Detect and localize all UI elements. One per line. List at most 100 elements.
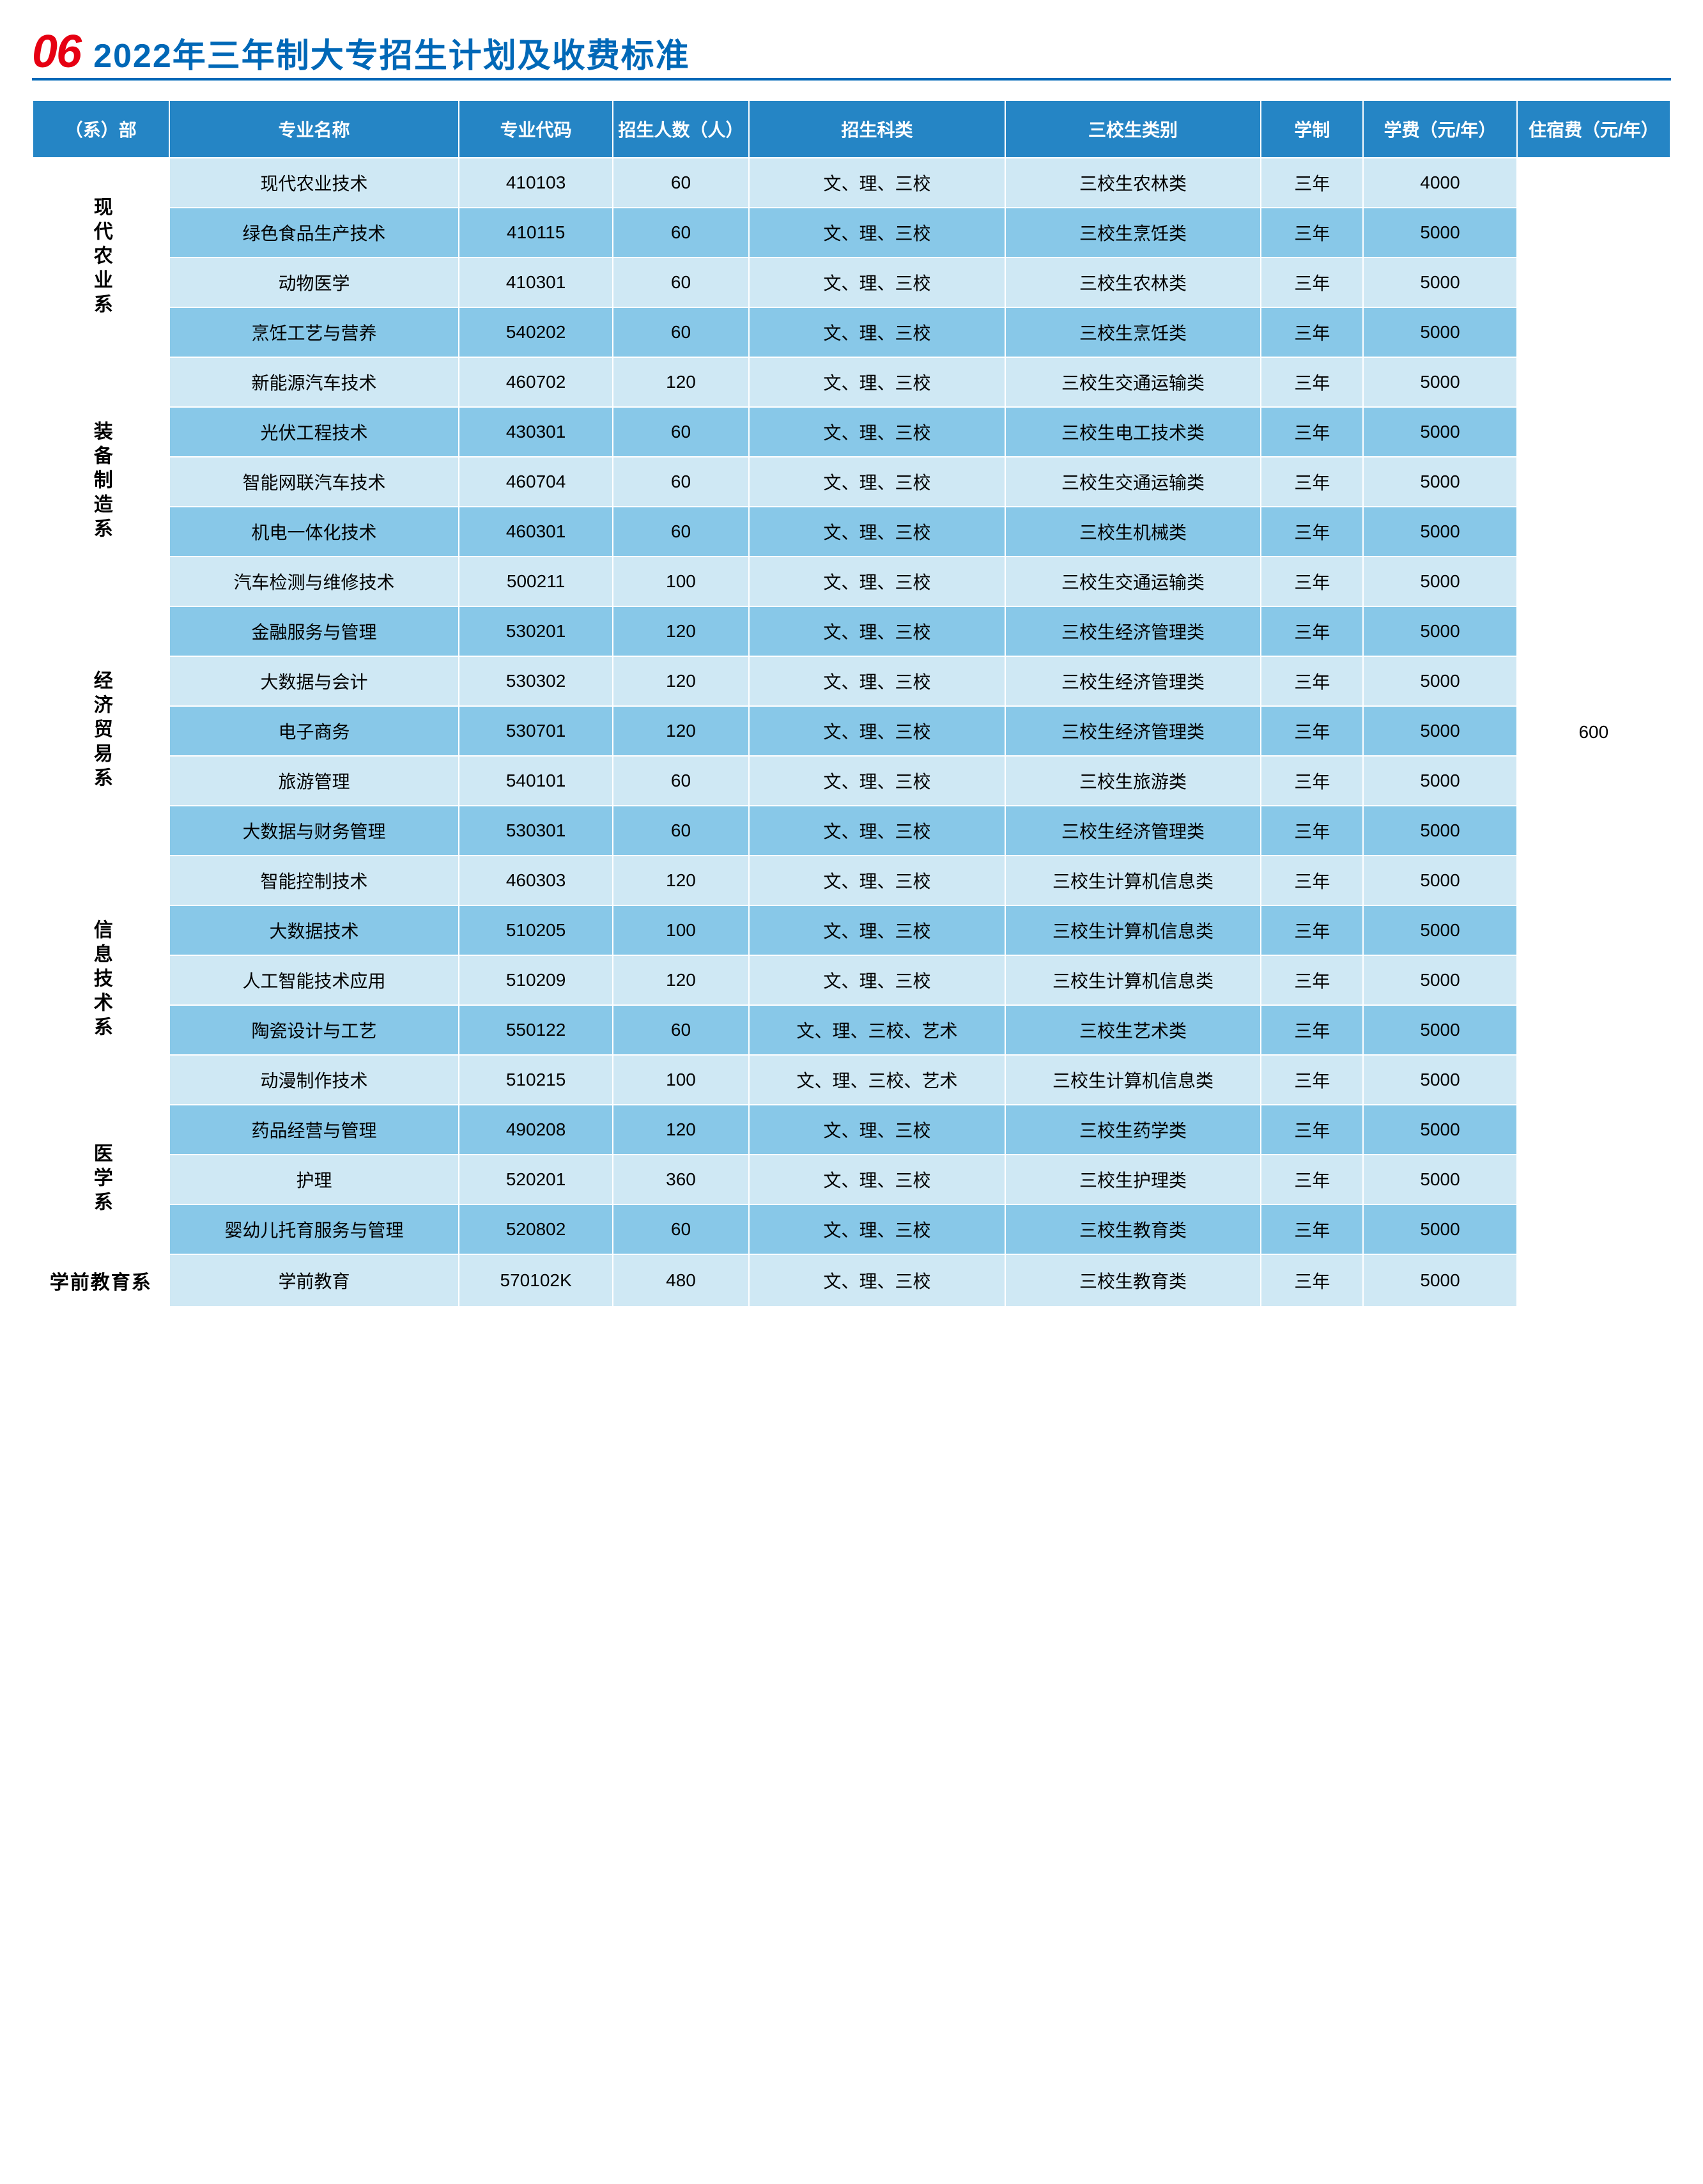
code-cell: 510205	[459, 905, 612, 955]
type-cell: 三校生交通运输类	[1005, 457, 1261, 507]
code-cell: 460704	[459, 457, 612, 507]
subj-cell: 文、理、三校	[749, 756, 1005, 806]
table-row: 烹饪工艺与营养54020260文、理、三校三校生烹饪类三年5000	[33, 307, 1670, 357]
num-cell: 100	[613, 905, 750, 955]
fee-cell: 5000	[1363, 357, 1516, 407]
major-cell: 电子商务	[169, 706, 459, 756]
num-cell: 120	[613, 955, 750, 1005]
table-row: 信息技术系智能控制技术460303120文、理、三校三校生计算机信息类三年500…	[33, 856, 1670, 905]
column-header: 三校生类别	[1005, 100, 1261, 158]
major-cell: 动物医学	[169, 258, 459, 307]
num-cell: 120	[613, 656, 750, 706]
code-cell: 430301	[459, 407, 612, 457]
code-cell: 460301	[459, 507, 612, 557]
department-cell: 学前教育系	[33, 1254, 169, 1307]
column-header: 学费（元/年）	[1363, 100, 1516, 158]
column-header: 专业代码	[459, 100, 612, 158]
column-header: 专业名称	[169, 100, 459, 158]
major-cell: 学前教育	[169, 1254, 459, 1307]
fee-cell: 5000	[1363, 756, 1516, 806]
num-cell: 60	[613, 258, 750, 307]
dur-cell: 三年	[1261, 656, 1363, 706]
fee-cell: 5000	[1363, 1155, 1516, 1204]
subj-cell: 文、理、三校	[749, 856, 1005, 905]
fee-cell: 5000	[1363, 1055, 1516, 1105]
department-cell: 信息技术系	[33, 856, 169, 1105]
major-cell: 金融服务与管理	[169, 606, 459, 656]
subj-cell: 文、理、三校	[749, 158, 1005, 208]
dur-cell: 三年	[1261, 806, 1363, 856]
num-cell: 60	[613, 1005, 750, 1055]
subj-cell: 文、理、三校	[749, 706, 1005, 756]
num-cell: 60	[613, 407, 750, 457]
table-row: 医学系药品经营与管理490208120文、理、三校三校生药学类三年5000	[33, 1105, 1670, 1155]
subj-cell: 文、理、三校	[749, 307, 1005, 357]
num-cell: 360	[613, 1155, 750, 1204]
table-row: 大数据技术510205100文、理、三校三校生计算机信息类三年5000	[33, 905, 1670, 955]
table-row: 陶瓷设计与工艺55012260文、理、三校、艺术三校生艺术类三年5000	[33, 1005, 1670, 1055]
fee-cell: 5000	[1363, 407, 1516, 457]
table-row: 智能网联汽车技术46070460文、理、三校三校生交通运输类三年5000	[33, 457, 1670, 507]
num-cell: 60	[613, 756, 750, 806]
major-cell: 新能源汽车技术	[169, 357, 459, 407]
num-cell: 100	[613, 1055, 750, 1105]
type-cell: 三校生农林类	[1005, 158, 1261, 208]
subj-cell: 文、理、三校	[749, 1254, 1005, 1307]
table-row: 动物医学41030160文、理、三校三校生农林类三年5000	[33, 258, 1670, 307]
dur-cell: 三年	[1261, 307, 1363, 357]
dur-cell: 三年	[1261, 1105, 1363, 1155]
major-cell: 护理	[169, 1155, 459, 1204]
type-cell: 三校生教育类	[1005, 1204, 1261, 1254]
fee-cell: 5000	[1363, 706, 1516, 756]
table-row: 大数据与财务管理53030160文、理、三校三校生经济管理类三年5000	[33, 806, 1670, 856]
subj-cell: 文、理、三校	[749, 1155, 1005, 1204]
type-cell: 三校生电工技术类	[1005, 407, 1261, 457]
code-cell: 530302	[459, 656, 612, 706]
num-cell: 100	[613, 557, 750, 606]
code-cell: 530701	[459, 706, 612, 756]
column-header: 学制	[1261, 100, 1363, 158]
type-cell: 三校生经济管理类	[1005, 806, 1261, 856]
num-cell: 60	[613, 208, 750, 258]
fee-cell: 5000	[1363, 208, 1516, 258]
code-cell: 530201	[459, 606, 612, 656]
dur-cell: 三年	[1261, 1005, 1363, 1055]
dur-cell: 三年	[1261, 407, 1363, 457]
fee-cell: 5000	[1363, 1105, 1516, 1155]
table-row: 电子商务530701120文、理、三校三校生经济管理类三年5000	[33, 706, 1670, 756]
type-cell: 三校生经济管理类	[1005, 706, 1261, 756]
dur-cell: 三年	[1261, 208, 1363, 258]
subj-cell: 文、理、三校	[749, 905, 1005, 955]
subj-cell: 文、理、三校、艺术	[749, 1005, 1005, 1055]
dur-cell: 三年	[1261, 507, 1363, 557]
code-cell: 500211	[459, 557, 612, 606]
subj-cell: 文、理、三校	[749, 357, 1005, 407]
table-row: 婴幼儿托育服务与管理52080260文、理、三校三校生教育类三年5000	[33, 1204, 1670, 1254]
dur-cell: 三年	[1261, 357, 1363, 407]
dur-cell: 三年	[1261, 756, 1363, 806]
num-cell: 120	[613, 856, 750, 905]
dur-cell: 三年	[1261, 258, 1363, 307]
fee-cell: 5000	[1363, 557, 1516, 606]
fee-cell: 4000	[1363, 158, 1516, 208]
type-cell: 三校生护理类	[1005, 1155, 1261, 1204]
table-row: 大数据与会计530302120文、理、三校三校生经济管理类三年5000	[33, 656, 1670, 706]
major-cell: 人工智能技术应用	[169, 955, 459, 1005]
fee-cell: 5000	[1363, 1204, 1516, 1254]
num-cell: 60	[613, 158, 750, 208]
type-cell: 三校生旅游类	[1005, 756, 1261, 806]
major-cell: 大数据技术	[169, 905, 459, 955]
type-cell: 三校生经济管理类	[1005, 606, 1261, 656]
subj-cell: 文、理、三校	[749, 806, 1005, 856]
fee-cell: 5000	[1363, 258, 1516, 307]
type-cell: 三校生药学类	[1005, 1105, 1261, 1155]
major-cell: 现代农业技术	[169, 158, 459, 208]
subj-cell: 文、理、三校	[749, 955, 1005, 1005]
accommodation-fee-cell: 600	[1517, 158, 1670, 1307]
num-cell: 60	[613, 307, 750, 357]
code-cell: 570102K	[459, 1254, 612, 1307]
major-cell: 烹饪工艺与营养	[169, 307, 459, 357]
column-header: 招生科类	[749, 100, 1005, 158]
num-cell: 120	[613, 1105, 750, 1155]
major-cell: 陶瓷设计与工艺	[169, 1005, 459, 1055]
